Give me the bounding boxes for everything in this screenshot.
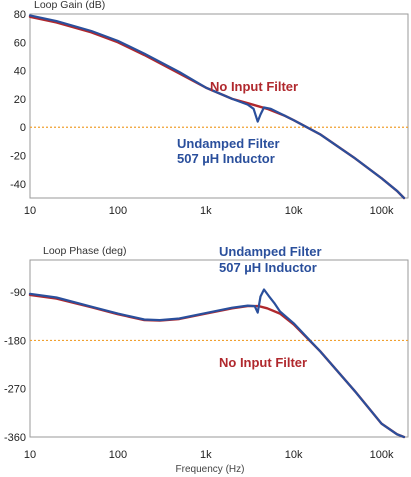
phase-y-tick-label: -360 xyxy=(4,432,26,444)
gain-y-tick-label: 40 xyxy=(14,66,26,78)
gain-x-tick-label: 10 xyxy=(24,205,36,217)
phase-undamped-line xyxy=(28,288,406,439)
gain-undamped-annotation-line1: Undamped Filter xyxy=(177,136,280,151)
gain-undamped-annotation-line2: 507 µH Inductor xyxy=(177,151,275,166)
loop-gain-title: Loop Gain (dB) xyxy=(34,0,105,11)
gain-x-tick-label: 100k xyxy=(370,205,394,217)
phase-no-filter-annotation: No Input Filter xyxy=(219,355,307,370)
gain-y-tick-label: 0 xyxy=(20,122,26,134)
gain-no-filter-annotation: No Input Filter xyxy=(210,79,298,94)
loop-gain-series xyxy=(28,14,406,200)
gain-undamped-line xyxy=(28,14,406,200)
loop-gain-y-tick-labels: 80 60 40 20 0 -20 -40 xyxy=(10,9,26,191)
gain-y-tick-label: -20 xyxy=(10,151,26,163)
loop-phase-y-tick-labels: -90 -180 -270 -360 xyxy=(4,287,26,444)
phase-y-tick-label: -180 xyxy=(4,335,26,347)
loop-phase-panel: Loop Phase (deg) -90 -180 -270 -360 10 100 1k… xyxy=(4,244,409,475)
loop-phase-plot-frame xyxy=(29,259,409,438)
loop-phase-title: Loop Phase (deg) xyxy=(43,245,126,257)
phase-x-tick-label: 100 xyxy=(109,449,127,461)
gain-y-tick-label: 20 xyxy=(14,94,26,106)
loop-phase-x-tick-labels: 10 100 1k 10k 100k xyxy=(24,449,394,461)
loop-gain-plot-frame xyxy=(29,13,409,199)
x-axis-label: Frequency (Hz) xyxy=(176,464,245,475)
phase-undamped-annotation-line1: Undamped Filter xyxy=(219,244,322,259)
loop-gain-x-tick-labels: 10 100 1k 10k 100k xyxy=(24,205,394,217)
phase-no-filter-line xyxy=(28,293,406,439)
phase-y-tick-label: -270 xyxy=(4,384,26,396)
gain-y-tick-label: -40 xyxy=(10,179,26,191)
loop-phase-series xyxy=(28,288,406,439)
phase-undamped-annotation-line2: 507 µH Inductor xyxy=(219,260,317,275)
gain-no-filter-line xyxy=(28,15,406,200)
gain-x-tick-label: 100 xyxy=(109,205,127,217)
phase-x-tick-label: 1k xyxy=(200,449,212,461)
phase-y-tick-label: -90 xyxy=(10,287,26,299)
gain-x-tick-label: 1k xyxy=(200,205,212,217)
gain-y-tick-label: 60 xyxy=(14,37,26,49)
phase-x-tick-label: 10k xyxy=(285,449,303,461)
phase-x-tick-label: 100k xyxy=(370,449,394,461)
gain-x-tick-label: 10k xyxy=(285,205,303,217)
phase-x-tick-label: 10 xyxy=(24,449,36,461)
gain-y-tick-label: 80 xyxy=(14,9,26,21)
